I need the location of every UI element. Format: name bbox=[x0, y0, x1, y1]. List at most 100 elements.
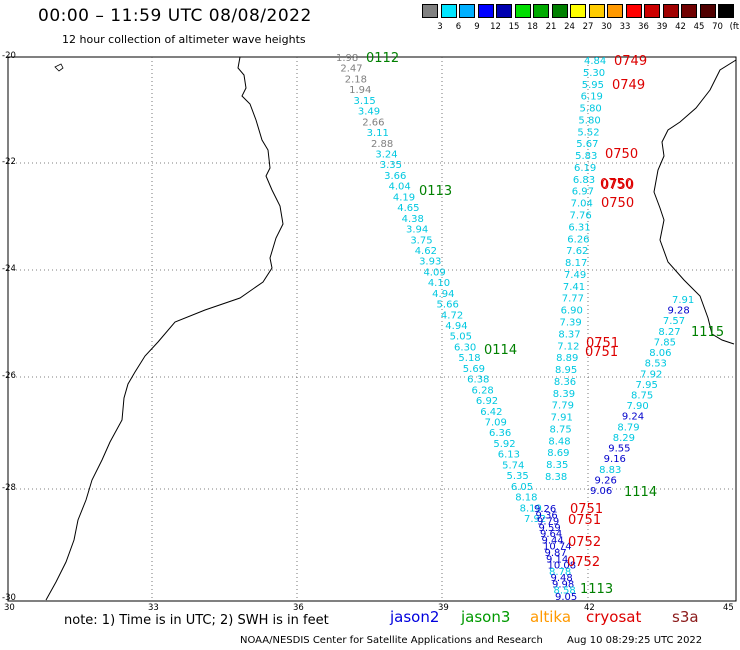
page-subtitle: 12 hour collection of altimeter wave hei… bbox=[62, 33, 306, 46]
satellite-legend-item: jason2 bbox=[390, 608, 440, 626]
wave-height-value: 8.89 bbox=[556, 353, 578, 364]
wave-height-value: 8.83 bbox=[599, 465, 621, 476]
wave-height-value: 5.80 bbox=[580, 104, 602, 115]
wave-height-value: 7.39 bbox=[559, 317, 581, 328]
wave-height-value: 6.36 bbox=[489, 428, 511, 439]
wave-height-value: 6.31 bbox=[568, 222, 590, 233]
wave-height-value: 9.26 bbox=[595, 475, 617, 486]
pass-time-label: 1115 bbox=[691, 325, 724, 340]
wave-height-value: 4.19 bbox=[393, 192, 415, 203]
wave-height-value: 9.24 bbox=[622, 412, 644, 423]
wave-height-value: 10.08 bbox=[548, 561, 577, 572]
wave-height-value: 8.53 bbox=[645, 359, 667, 370]
wave-height-value: 4.10 bbox=[428, 278, 450, 289]
color-scale-tick: 39 bbox=[656, 22, 668, 32]
wave-height-value: 2.47 bbox=[340, 64, 362, 75]
wave-height-value: 6.97 bbox=[572, 187, 594, 198]
wave-height-value: 8.29 bbox=[613, 433, 635, 444]
wave-height-value: 9.14 bbox=[546, 554, 568, 565]
pass-time-label: 0113 bbox=[419, 184, 452, 199]
color-scale-tick: 21 bbox=[545, 22, 557, 32]
wave-height-value: 5.18 bbox=[458, 353, 480, 364]
wave-height-value: 2.66 bbox=[362, 117, 384, 128]
color-scale-tick: 3 bbox=[437, 22, 443, 32]
color-swatch bbox=[514, 4, 531, 18]
color-scale-tick: 6 bbox=[455, 22, 462, 32]
color-swatch bbox=[625, 4, 642, 18]
color-scale-tick: 70 bbox=[712, 22, 723, 32]
color-swatch bbox=[681, 4, 697, 18]
satellite-legend-item: jason3 bbox=[461, 608, 511, 626]
wave-height-value: 8.75 bbox=[549, 424, 571, 435]
wave-height-value: 6.30 bbox=[454, 342, 476, 353]
wave-height-value: 3.35 bbox=[380, 160, 402, 171]
pass-time-label: 0751 bbox=[586, 336, 619, 351]
wave-height-value: 4.09 bbox=[423, 267, 445, 278]
longitude-label: 33 bbox=[148, 603, 159, 613]
wave-height-value: 8.78 bbox=[549, 567, 571, 578]
pass-time-label: 0750 bbox=[601, 178, 634, 193]
color-scale-tick: 42 bbox=[675, 22, 686, 32]
color-scale-tick: 18 bbox=[527, 22, 538, 32]
page-title: 00:00 – 11:59 UTC 08/08/2022 bbox=[38, 6, 312, 26]
color-scale-tick: 15 bbox=[508, 22, 520, 32]
color-swatch bbox=[422, 4, 438, 18]
wave-height-value: 7.09 bbox=[485, 418, 507, 429]
color-scale-tick: 24 bbox=[564, 22, 575, 32]
wave-height-value: 3.24 bbox=[375, 149, 397, 160]
wave-height-value: 9.28 bbox=[667, 306, 689, 317]
pass-time-label: 0114 bbox=[484, 343, 517, 358]
wave-height-value: 5.92 bbox=[493, 439, 515, 450]
pass-time-label: 1113 bbox=[580, 582, 613, 597]
wave-height-value: 7.90 bbox=[626, 401, 648, 412]
pass-time-label: 0751 bbox=[568, 513, 601, 528]
wave-height-value: 7.91 bbox=[551, 413, 573, 424]
wave-height-value: 9.05 bbox=[555, 592, 577, 603]
wave-height-value: 6.38 bbox=[467, 375, 489, 386]
wave-height-value: 1.94 bbox=[349, 85, 371, 96]
color-swatch bbox=[644, 4, 660, 18]
wave-height-value: 9.26 bbox=[534, 504, 556, 515]
wave-height-value: 6.28 bbox=[472, 385, 494, 396]
wave-height-value: 8.48 bbox=[548, 436, 570, 447]
wave-height-value: 6.05 bbox=[511, 482, 533, 493]
generated-timestamp: Aug 10 08:29:25 UTC 2022 bbox=[567, 635, 703, 646]
wave-height-value: 8.38 bbox=[545, 472, 567, 483]
wave-height-value: 7.76 bbox=[570, 211, 592, 222]
wave-height-value: 5.66 bbox=[437, 300, 459, 311]
pass-time-label: 0751 bbox=[585, 345, 618, 360]
pass-time-label: 0112 bbox=[366, 51, 399, 66]
wave-height-value: 4.84 bbox=[584, 56, 606, 67]
longitude-label: 39 bbox=[438, 603, 449, 613]
color-swatch bbox=[477, 4, 494, 18]
wave-height-value: 8.69 bbox=[547, 448, 569, 459]
wave-height-value: 4.38 bbox=[402, 214, 424, 225]
wave-height-value: 8.75 bbox=[631, 391, 653, 402]
longitude-label: 30 bbox=[4, 603, 15, 613]
color-swatch bbox=[699, 4, 716, 18]
wave-height-value: 7.12 bbox=[557, 341, 579, 352]
latitude-label: -28 bbox=[2, 483, 16, 493]
wave-height-value: 9.44 bbox=[542, 535, 564, 546]
wave-height-value: 5.35 bbox=[507, 471, 529, 482]
color-swatch bbox=[662, 4, 679, 18]
pass-time-label: 0750 bbox=[605, 147, 638, 162]
wave-height-value: 3.94 bbox=[406, 225, 428, 236]
pass-time-label: 0750 bbox=[601, 196, 634, 211]
wave-height-value: 3.15 bbox=[353, 96, 375, 107]
altimeter-tracks: 1.982.472.181.943.153.492.663.112.883.24… bbox=[336, 51, 724, 603]
wave-height-value: 6.19 bbox=[581, 92, 603, 103]
wave-height-value: 6.42 bbox=[480, 407, 502, 418]
wave-height-value: 9.48 bbox=[551, 573, 573, 584]
wave-height-value: 6.19 bbox=[574, 163, 596, 174]
latitude-label: -24 bbox=[2, 264, 16, 274]
wave-height-value: 6.13 bbox=[498, 450, 520, 461]
footer-note: note: 1) Time is in UTC; 2) SWH is in fe… bbox=[64, 613, 329, 628]
color-scale-tick: 12 bbox=[490, 22, 501, 32]
wave-height-value: 9.87 bbox=[545, 548, 567, 559]
wave-height-value: 8.36 bbox=[554, 377, 576, 388]
wave-height-value: 1.98 bbox=[336, 53, 358, 64]
color-scale-tick: 27 bbox=[582, 22, 594, 32]
latitude-label: -22 bbox=[2, 157, 16, 167]
wave-height-value: 7.85 bbox=[654, 337, 676, 348]
